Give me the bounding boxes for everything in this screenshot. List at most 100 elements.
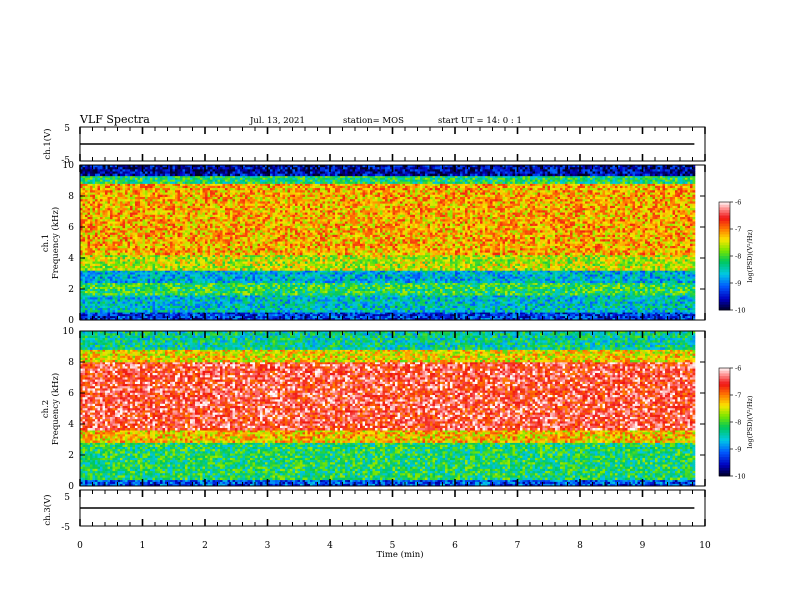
ch1-heat-cell xyxy=(108,314,111,316)
ch1-heat-cell xyxy=(268,287,271,289)
ch1-heat-cell xyxy=(383,289,386,291)
ch1-heat-cell xyxy=(690,297,693,299)
ch1-heat-cell xyxy=(418,285,421,287)
ch1-heat-cell xyxy=(198,295,201,297)
ch1-heat-cell xyxy=(435,291,438,293)
ch1-heat-cell xyxy=(505,297,508,299)
ch1-heat-cell xyxy=(173,308,176,310)
ch1-heat-cell xyxy=(118,283,121,285)
ch1-heat-cell xyxy=(585,299,588,301)
ch1-heat-cell xyxy=(423,314,426,316)
ch1-heat-cell xyxy=(258,308,261,310)
ch1-heat-cell xyxy=(185,306,188,308)
ch1-heat-cell xyxy=(655,297,658,299)
ch1-heat-cell xyxy=(135,306,138,308)
ch1-heat-cell xyxy=(663,291,666,293)
ch1-heat-cell xyxy=(318,293,321,295)
ch1-heat-cell xyxy=(243,304,246,306)
ch1-heat-cell xyxy=(328,293,331,295)
ch1-heat-cell xyxy=(555,295,558,297)
ch1-heat-cell xyxy=(463,297,466,299)
ch1-heat-cell xyxy=(538,285,541,287)
ch1-heat-cell xyxy=(200,297,203,299)
ch1-heat-cell xyxy=(128,295,131,297)
ch1-heat-cell xyxy=(510,306,513,308)
ch1-heat-cell xyxy=(175,316,178,318)
ch1-heat-cell xyxy=(403,304,406,306)
ch1-heat-cell xyxy=(533,299,536,301)
ch1-heat-cell xyxy=(453,310,456,312)
ch1-heat-cell xyxy=(453,297,456,299)
ch1-heat-cell xyxy=(543,293,546,295)
ch1-heat-cell xyxy=(205,308,208,310)
ch1-heat-cell xyxy=(290,291,293,293)
ch1-heat-cell xyxy=(688,308,691,310)
ch1-heat-cell xyxy=(318,306,321,308)
ch1-heat-cell xyxy=(135,291,138,293)
ch1-heat-cell xyxy=(558,314,561,316)
ch1-heat-cell xyxy=(348,306,351,308)
ch1-heat-cell xyxy=(640,304,643,306)
ch1-heat-cell xyxy=(383,295,386,297)
ch1-heat-cell xyxy=(268,302,271,304)
ch1-heat-cell xyxy=(443,289,446,291)
ch1-heat-cell xyxy=(163,287,166,289)
ch1-heat-cell xyxy=(595,272,598,274)
ch1-heat-cell xyxy=(680,295,683,297)
ch1-heat-cell xyxy=(515,302,518,304)
ch1-heat-cell xyxy=(398,285,401,287)
ch1-heat-cell xyxy=(475,283,478,285)
ch1-heat-cell xyxy=(313,293,316,295)
ch1-heat-cell xyxy=(265,270,268,272)
ch1-heat-cell xyxy=(413,285,416,287)
ch1-heat-cell xyxy=(390,285,393,287)
ch1-heat-cell xyxy=(333,283,336,285)
ch1-heat-cell xyxy=(93,291,96,293)
ch1-heat-cell xyxy=(453,270,456,272)
ch1-heat-cell xyxy=(308,310,311,312)
ch1-heat-cell xyxy=(323,283,326,285)
ch1-heat-cell xyxy=(183,302,186,304)
ch1-heat-cell xyxy=(328,285,331,287)
ch1-heat-cell xyxy=(185,295,188,297)
ch1-heat-cell xyxy=(238,308,241,310)
ch1-heat-cell xyxy=(125,297,128,299)
ch1-heat-cell xyxy=(580,297,583,299)
ch1-heat-cell xyxy=(683,285,686,287)
ch1-heat-cell xyxy=(263,283,266,285)
ch1-heat-cell xyxy=(500,299,503,301)
ch1-heat-cell xyxy=(275,285,278,287)
ch1-heat-cell xyxy=(285,285,288,287)
ch1-heat-cell xyxy=(183,285,186,287)
ch1-heat-cell xyxy=(260,270,263,272)
ch1-heat-cell xyxy=(558,310,561,312)
ch1-heat-cell xyxy=(523,306,526,308)
ch1-heat-cell xyxy=(513,308,516,310)
ch1-heat-cell xyxy=(363,270,366,272)
ch1-heat-cell xyxy=(295,310,298,312)
ch1-heat-cell xyxy=(138,306,141,308)
ch1-heat-cell xyxy=(650,289,653,291)
ch1-heat-cell xyxy=(455,289,458,291)
ch1-heat-cell xyxy=(385,316,388,318)
ch1-heat-cell xyxy=(200,287,203,289)
ch1-heat-cell xyxy=(268,295,271,297)
ch1-heat-cell xyxy=(475,304,478,306)
ch1-heat-cell xyxy=(493,297,496,299)
ch1-heat-cell xyxy=(248,302,251,304)
ch1-heat-cell xyxy=(393,283,396,285)
ch1-heat-cell xyxy=(250,289,253,291)
ch1-heat-cell xyxy=(185,289,188,291)
ch1-heat-cell xyxy=(650,302,653,304)
ch1-heat-cell xyxy=(295,314,298,316)
ch1-heat-cell xyxy=(443,304,446,306)
ch1-heat-cell xyxy=(605,295,608,297)
ch1-heat-cell xyxy=(688,306,691,308)
ch1-heat-cell xyxy=(350,285,353,287)
ch1-heat-cell xyxy=(145,287,148,289)
ch1-heat-cell xyxy=(670,308,673,310)
ch1-heat-cell xyxy=(463,316,466,318)
ch1-heat-cell xyxy=(420,291,423,293)
ch1-heat-cell xyxy=(248,272,251,274)
ch1-heat-cell xyxy=(85,302,88,304)
